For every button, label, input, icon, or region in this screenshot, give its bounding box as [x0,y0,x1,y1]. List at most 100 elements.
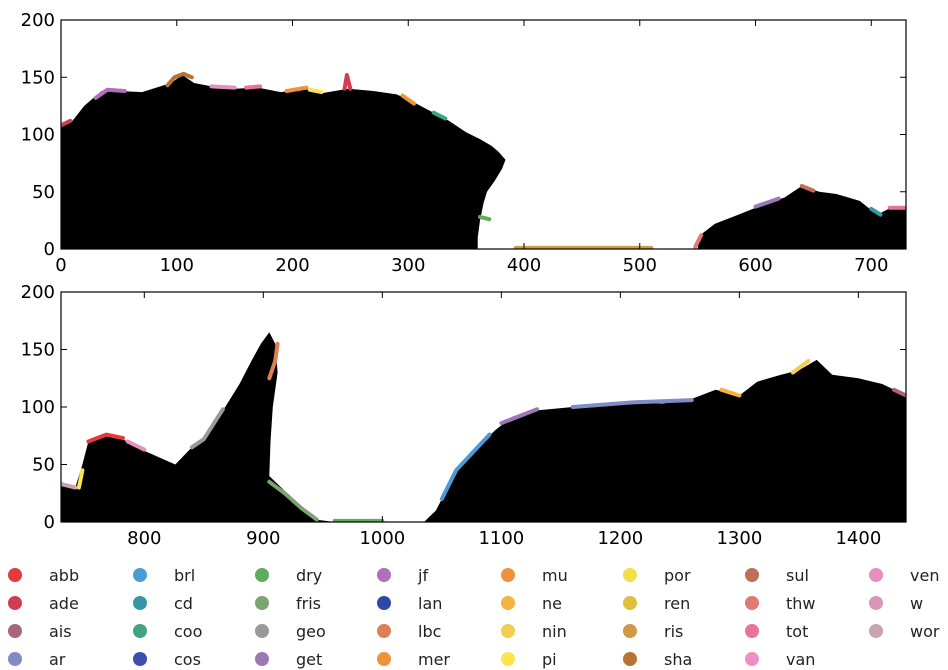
legend-label: dry [296,566,322,585]
legend-item-ar: ar [8,650,66,669]
legend-item-dry: dry [255,566,322,585]
bottom-panel: 800 900 1000 1100 1200 1300 1400 0 50 100 150 200 [21,282,907,549]
legend-marker [623,568,637,582]
segment-get [753,196,781,209]
legend-marker [501,568,515,582]
segment-tot [244,84,263,90]
segment-sha [165,71,194,88]
segment-sul [799,184,816,193]
top-land-area [61,75,906,249]
y-tick-label: 150 [21,67,55,88]
segment-mu [400,93,416,106]
legend-label: geo [296,622,326,641]
legend-marker [869,624,883,638]
legend-marker [377,568,391,582]
legend-marker [623,652,637,666]
x-tick-label: 700 [854,255,888,276]
top-panel: 0 100 200 300 400 500 600 700 0 50 100 150 200 [21,10,907,276]
y-tick-label: 150 [21,340,55,361]
legend-label: coo [174,622,202,641]
segment-ven [209,84,237,90]
legend-item-nin: nin [501,622,567,641]
legend-label: wor [910,622,940,641]
legend-label: abb [49,566,79,585]
legend-item-sha: sha [623,650,692,669]
legend-label: jf [417,566,428,585]
x-tick-label: 300 [391,255,425,276]
segment-ade [61,118,73,128]
legend-label: get [296,650,322,669]
legend-label: cd [174,594,193,613]
legend-item-ren: ren [623,594,690,613]
legend-item-coo: coo [133,622,202,641]
segment-get [499,407,540,426]
legend-label: lbc [418,622,441,641]
legend-marker [501,624,515,638]
y-tick-label: 200 [21,282,55,303]
legend-marker [501,596,515,610]
legend-marker [869,568,883,582]
legend-item-ade: ade [8,594,79,613]
legend-label: thw [786,594,816,613]
x-tick-label: 900 [246,528,280,549]
segment-pi [307,87,324,95]
x-tick-label: 0 [55,255,66,276]
legend-label: van [786,650,815,669]
legend-item-cd: cd [133,594,193,613]
legend-item-lbc: lbc [377,622,441,641]
legend-item-sul: sul [745,566,809,585]
legend-label: ade [49,594,79,613]
legend-marker [623,596,637,610]
y-tick-label: 100 [21,125,55,146]
x-tick-label: 1400 [835,528,881,549]
bottom-land-area [61,332,906,522]
legend-label: por [664,566,691,585]
x-tick-label: 800 [127,528,161,549]
legend-label: sha [664,650,692,669]
legend-marker [255,624,269,638]
legend-item-w: w [869,594,923,613]
legend-marker [377,596,391,610]
legend-item-ris: ris [623,622,683,641]
legend-item-get: get [255,650,322,669]
x-tick-label: 1300 [716,528,762,549]
legend-marker [869,596,883,610]
legend-label: tot [786,622,808,641]
legend-item-lan: lan [377,594,442,613]
legend-marker [8,652,22,666]
legend-label: ar [49,650,66,669]
legend-label: fris [296,594,321,613]
legend-marker [8,596,22,610]
legend-marker [133,652,147,666]
legend-item-pi: pi [501,650,557,669]
legend-marker [377,624,391,638]
segment-ne [719,387,742,398]
legend-marker [133,624,147,638]
segment-abb [86,432,125,444]
segment-fris [267,479,319,522]
segment-pi [76,468,85,490]
segment-mer [284,85,309,93]
segment-coo [431,110,448,121]
legend-marker [745,568,759,582]
legend-label: lan [418,594,442,613]
x-tick-label: 400 [507,255,541,276]
x-tick-label: 200 [275,255,309,276]
top-plot-area [61,71,906,249]
legend-marker [255,652,269,666]
y-tick-label: 50 [32,182,55,203]
x-tick-label: 500 [623,255,657,276]
legend-label: ven [910,566,939,585]
y-tick-label: 50 [32,455,55,476]
legend-label: pi [542,650,557,669]
x-tick-label: 600 [738,255,772,276]
legend-marker [8,568,22,582]
x-tick-label: 100 [160,255,194,276]
x-tick-label: 1200 [597,528,643,549]
legend-label: brl [174,566,195,585]
segment-nin [790,359,811,375]
segment-ven [125,439,147,452]
x-tick-label: 1100 [478,528,524,549]
segment-jf [93,87,127,100]
